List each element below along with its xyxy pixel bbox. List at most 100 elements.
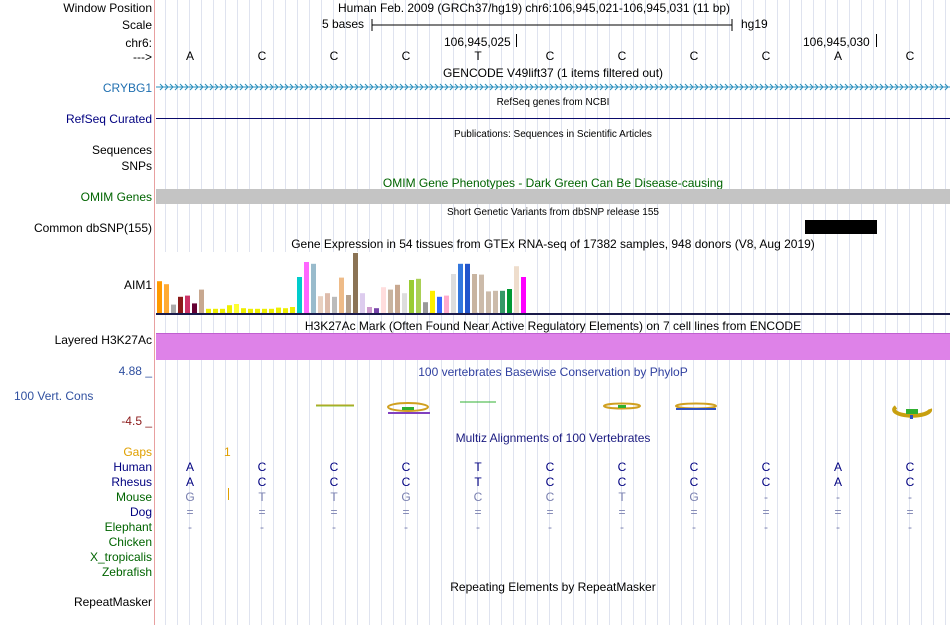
gtex-tissue-bar[interactable] (437, 296, 442, 313)
gtex-tissue-bar[interactable] (346, 295, 351, 313)
gtex-tissue-bar[interactable] (514, 266, 519, 313)
gtex-tissue-bar[interactable] (325, 293, 330, 313)
omim-label[interactable]: OMIM Genes (80, 190, 152, 204)
gtex-tissue-bar[interactable] (199, 289, 204, 313)
refseq-track-line[interactable] (156, 118, 950, 119)
gtex-tissue-bar[interactable] (171, 304, 176, 313)
gtex-tissue-bar[interactable] (304, 262, 309, 313)
gtex-tissue-bar[interactable] (416, 278, 421, 313)
omim-track-bar[interactable] (156, 189, 950, 204)
grid-line (549, 0, 550, 625)
aligned-base: - (332, 520, 336, 534)
gtex-tissue-bar[interactable] (367, 307, 372, 313)
publications-sequences-label[interactable]: Sequences (91, 143, 152, 157)
gencode-gene-track[interactable] (156, 80, 950, 94)
species-label[interactable]: X_tropicalis (89, 550, 152, 564)
gtex-tissue-bar[interactable] (332, 296, 337, 313)
gene-label-crybg1[interactable]: CRYBG1 (102, 81, 152, 95)
gtex-tissue-bar[interactable] (381, 287, 386, 313)
species-label[interactable]: Mouse (115, 490, 152, 504)
gtex-tissue-bar[interactable] (255, 308, 260, 313)
aligned-base: - (548, 520, 552, 534)
species-label[interactable]: Dog (129, 505, 152, 519)
scale-left-text: 5 bases (322, 17, 365, 31)
species-label[interactable]: Chicken (108, 535, 152, 549)
grid-line (741, 0, 742, 625)
gtex-tissue-bar[interactable] (262, 308, 267, 313)
gaps-label[interactable]: Gaps (123, 445, 152, 459)
gtex-tissue-bar[interactable] (220, 308, 225, 313)
refseq-label[interactable]: RefSeq Curated (65, 112, 152, 126)
gtex-tissue-bar[interactable] (297, 277, 302, 313)
gtex-bar-chart[interactable] (156, 252, 950, 314)
h3k27ac-title[interactable]: H3K27Ac Mark (Often Found Near Active Re… (304, 319, 802, 333)
gtex-tissue-bar[interactable] (395, 284, 400, 313)
gtex-tissue-bar[interactable] (402, 293, 407, 313)
aligned-base: - (836, 490, 840, 504)
publications-snps-label[interactable]: SNPs (121, 159, 152, 173)
gtex-title[interactable]: Gene Expression in 54 tissues from GTEx … (291, 237, 815, 251)
gaps-value: 1 (224, 445, 231, 459)
gtex-tissue-bar[interactable] (206, 308, 211, 313)
gtex-tissue-bar[interactable] (157, 281, 162, 313)
gtex-gene-label[interactable]: AIM1 (123, 278, 152, 292)
gtex-tissue-bar[interactable] (472, 274, 477, 313)
gtex-tissue-bar[interactable] (290, 307, 295, 313)
gencode-title[interactable]: GENCODE V49lift37 (1 items filtered out) (442, 66, 664, 80)
gtex-tissue-bar[interactable] (227, 305, 232, 313)
gtex-tissue-bar[interactable] (178, 296, 183, 313)
aligned-base: = (186, 505, 194, 519)
gtex-tissue-bar[interactable] (311, 263, 316, 313)
publications-title[interactable]: Publications: Sequences in Scientific Ar… (454, 129, 652, 140)
phylop-ymax: 4.88 _ (118, 364, 152, 378)
gtex-tissue-bar[interactable] (185, 295, 190, 313)
phylop-label[interactable]: 100 Vert. Cons (14, 389, 94, 403)
refseq-title[interactable]: RefSeq genes from NCBI (496, 97, 610, 108)
gtex-tissue-bar[interactable] (360, 293, 365, 313)
dbsnp-label[interactable]: Common dbSNP(155) (33, 221, 152, 235)
gtex-tissue-bar[interactable] (430, 290, 435, 313)
gtex-tissue-bar[interactable] (213, 308, 218, 313)
h3k27ac-label[interactable]: Layered H3K27Ac (54, 333, 152, 347)
species-label[interactable]: Elephant (104, 520, 152, 534)
gtex-tissue-bar[interactable] (493, 290, 498, 313)
gtex-tissue-bar[interactable] (276, 307, 281, 313)
dbsnp-variant[interactable] (805, 220, 877, 234)
gtex-tissue-bar[interactable] (507, 289, 512, 313)
gtex-tissue-bar[interactable] (318, 296, 323, 313)
gtex-tissue-bar[interactable] (192, 303, 197, 313)
species-label[interactable]: Rhesus (111, 475, 152, 489)
gtex-tissue-bar[interactable] (269, 308, 274, 313)
grid-line (573, 0, 574, 625)
h3k27ac-signal[interactable] (156, 334, 950, 360)
gtex-tissue-bar[interactable] (409, 280, 414, 313)
phylop-title[interactable]: 100 vertebrates Basewise Conservation by… (418, 365, 688, 379)
gtex-tissue-bar[interactable] (374, 308, 379, 313)
gtex-tissue-bar[interactable] (479, 274, 484, 313)
phylop-logo-track[interactable] (156, 395, 950, 423)
dbsnp-title[interactable]: Short Genetic Variants from dbSNP releas… (447, 207, 659, 218)
gtex-tissue-bar[interactable] (234, 304, 239, 313)
gtex-tissue-bar[interactable] (521, 277, 526, 313)
repeatmasker-label[interactable]: RepeatMasker (73, 595, 152, 609)
gtex-tissue-bar[interactable] (388, 289, 393, 313)
gtex-tissue-bar[interactable] (451, 274, 456, 313)
multiz-title[interactable]: Multiz Alignments of 100 Vertebrates (455, 431, 651, 445)
species-label[interactable]: Zebrafish (101, 565, 152, 579)
gtex-tissue-bar[interactable] (248, 308, 253, 313)
gtex-tissue-bar[interactable] (283, 308, 288, 313)
species-label[interactable]: Human (113, 460, 152, 474)
gtex-tissue-bar[interactable] (164, 284, 169, 313)
gtex-tissue-bar[interactable] (486, 291, 491, 313)
gtex-tissue-bar[interactable] (353, 253, 358, 313)
gtex-tissue-bar[interactable] (241, 308, 246, 313)
repeatmasker-title[interactable]: Repeating Elements by RepeatMasker (450, 580, 656, 594)
gtex-tissue-bar[interactable] (465, 263, 470, 313)
gtex-tissue-bar[interactable] (444, 295, 449, 313)
grid-line (345, 0, 346, 625)
omim-title[interactable]: OMIM Gene Phenotypes - Dark Green Can Be… (382, 176, 724, 190)
gtex-tissue-bar[interactable] (458, 263, 463, 313)
gtex-tissue-bar[interactable] (339, 277, 344, 313)
gtex-tissue-bar[interactable] (423, 302, 428, 313)
gtex-tissue-bar[interactable] (500, 290, 505, 313)
